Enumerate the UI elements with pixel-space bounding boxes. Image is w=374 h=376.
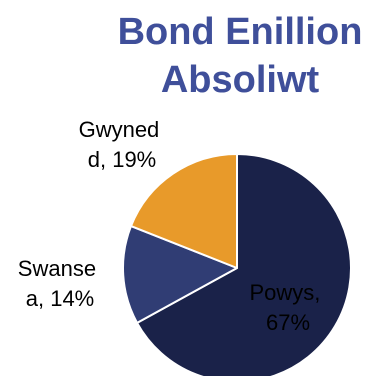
slice-label-gwynedd-line-1: Gwyned: [79, 117, 160, 142]
slice-label-gwynedd-line-2: d, 19%: [88, 147, 157, 172]
pie-slice-swansea: [122, 225, 238, 324]
pie-slices: [122, 153, 352, 376]
slice-label-swansea: Swanse a, 14%: [18, 256, 102, 311]
slice-label-powys-line-2: 67%: [266, 310, 310, 335]
slice-label-swansea-line-2: a, 14%: [26, 286, 95, 311]
chart-title: Bond Enillion Absoliwt: [118, 11, 363, 101]
pie-slice-gwynedd: [130, 153, 238, 269]
chart-title-line-2: Absoliwt: [161, 59, 320, 101]
chart-title-line-1: Bond Enillion: [118, 11, 363, 53]
slice-label-gwynedd: Gwyned d, 19%: [79, 117, 166, 172]
pie-slice-powys: [136, 153, 352, 376]
slice-label-swansea-line-1: Swanse: [18, 256, 96, 281]
slice-label-powys: Powys, 67%: [249, 280, 326, 335]
slice-label-powys-line-1: Powys,: [249, 280, 320, 305]
pie-labels: Powys, 67% Swanse a, 14% Gwyned d, 19%: [18, 117, 326, 335]
